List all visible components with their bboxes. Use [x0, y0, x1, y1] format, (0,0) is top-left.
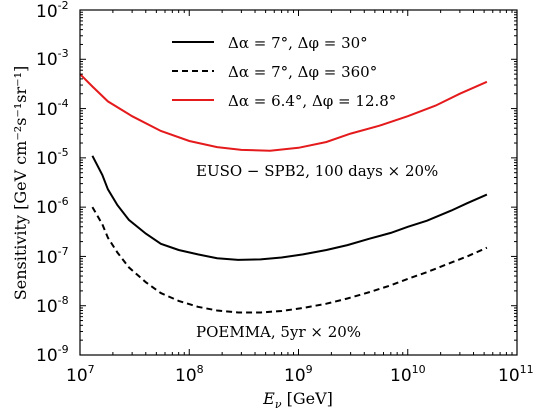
- y-tick-label-1e-2: 10-2: [36, 0, 69, 22]
- y-tick-label-1e-4: 10-4: [36, 97, 69, 120]
- y-tick-label-1e-3: 10-3: [36, 47, 69, 70]
- x-axis-label: Eν [GeV]: [262, 389, 333, 411]
- series-line-alpha7-phi30: [91, 155, 488, 261]
- legend: Δα = 7°, Δφ = 30° Δα = 7°, Δφ = 360° Δα …: [172, 34, 396, 110]
- x-tick-label-1e9: 109: [284, 363, 313, 386]
- legend-label-alpha7-phi30: Δα = 7°, Δφ = 30°: [228, 34, 368, 52]
- x-tick-label-1e8: 108: [175, 363, 204, 386]
- annotation-poemma: POEMMA, 5yr × 20%: [196, 323, 361, 341]
- plot-frame: [79, 9, 518, 356]
- y-tick-label-1e-9: 10-9: [36, 343, 69, 366]
- y-tick-labels: 10-9 10-8 10-7 10-6 10-5 10-4 10-3 10-2: [36, 0, 69, 366]
- series-layer: [79, 73, 488, 314]
- legend-label-alpha6p4-phi12p8: Δα = 6.4°, Δφ = 12.8°: [228, 92, 396, 110]
- x-tick-label-1e10: 1010: [390, 363, 426, 386]
- annotation-euso-spb2: EUSO − SPB2, 100 days × 20%: [196, 162, 438, 180]
- y-tick-label-1e-8: 10-8: [36, 294, 69, 317]
- tick-marks: [79, 9, 518, 356]
- x-tick-labels: 107 108 109 1010 1011: [66, 363, 534, 386]
- series-line-alpha6p4-phi12p8: [79, 73, 488, 152]
- series-line-alpha7-phi360: [91, 206, 488, 314]
- y-tick-label-1e-5: 10-5: [36, 146, 69, 169]
- y-tick-label-1e-7: 10-7: [36, 245, 69, 268]
- legend-label-alpha7-phi360: Δα = 7°, Δφ = 360°: [228, 63, 377, 81]
- y-axis-label: Sensitivity [GeV cm⁻²s⁻¹sr⁻¹]: [11, 66, 30, 300]
- x-tick-label-1e11: 1011: [498, 363, 534, 386]
- y-tick-label-1e-6: 10-6: [36, 195, 69, 218]
- x-tick-label-1e7: 107: [66, 363, 95, 386]
